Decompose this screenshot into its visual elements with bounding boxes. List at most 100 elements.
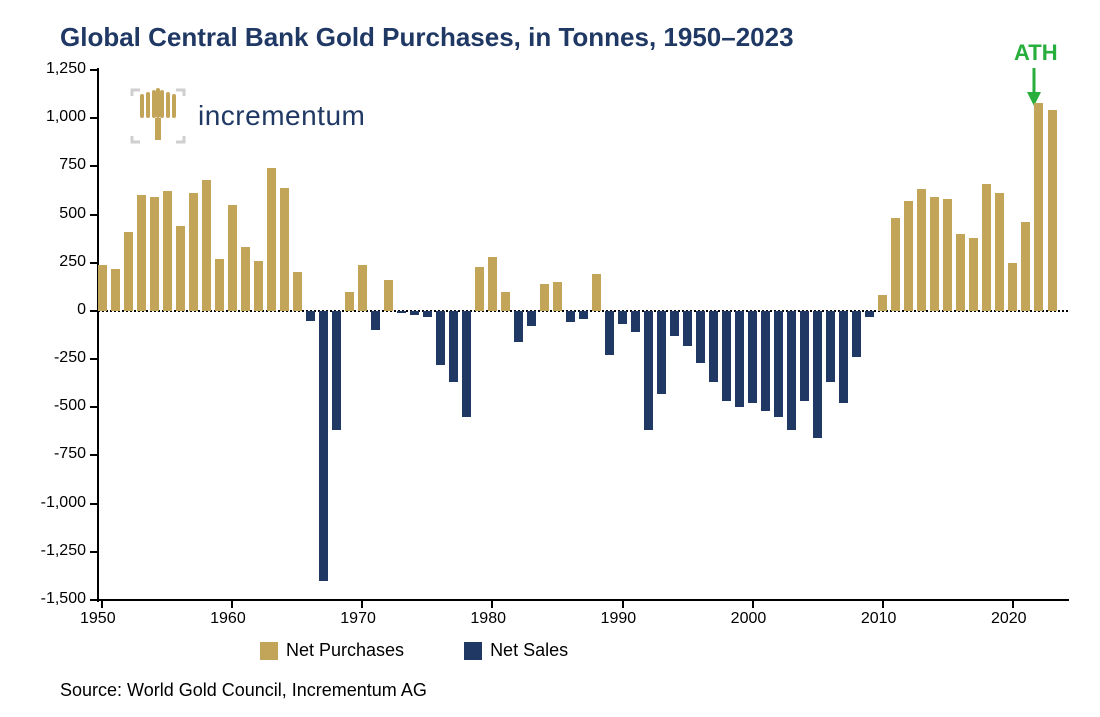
- x-tick-label: 1980: [470, 610, 506, 628]
- bar: [969, 238, 978, 311]
- bar: [410, 311, 419, 315]
- bar: [930, 197, 939, 311]
- bar: [566, 311, 575, 323]
- y-tick-label: 750: [16, 156, 86, 174]
- chart-title: Global Central Bank Gold Purchases, in T…: [60, 22, 794, 53]
- bar: [735, 311, 744, 407]
- x-tick-label: 1990: [601, 610, 637, 628]
- bar: [163, 191, 172, 310]
- legend-swatch: [260, 642, 278, 660]
- ath-annotation: ATH: [1014, 40, 1058, 66]
- bar: [553, 282, 562, 311]
- bar: [202, 180, 211, 311]
- bar: [995, 193, 1004, 311]
- bar: [1021, 222, 1030, 311]
- bar: [150, 197, 159, 311]
- source-text: Source: World Gold Council, Incrementum …: [60, 680, 427, 701]
- y-tick: [90, 214, 98, 216]
- bar: [800, 311, 809, 402]
- x-tick-label: 2000: [731, 610, 767, 628]
- bar: [293, 272, 302, 311]
- y-tick-label: -500: [16, 397, 86, 415]
- bar: [761, 311, 770, 411]
- y-tick: [90, 503, 98, 505]
- bar: [371, 311, 380, 330]
- y-tick-label: 500: [16, 205, 86, 223]
- bar: [1048, 110, 1057, 310]
- x-tick: [361, 600, 363, 608]
- bar: [319, 311, 328, 581]
- bar: [215, 259, 224, 311]
- y-tick-label: 1,000: [16, 108, 86, 126]
- bar: [865, 311, 874, 317]
- bar: [189, 193, 198, 311]
- y-tick: [90, 551, 98, 553]
- y-tick: [90, 117, 98, 119]
- bar: [514, 311, 523, 342]
- bar: [137, 195, 146, 311]
- legend: Net Purchases Net Sales: [260, 640, 568, 661]
- bar: [332, 311, 341, 430]
- bar: [982, 184, 991, 311]
- bar: [748, 311, 757, 404]
- bar: [423, 311, 432, 317]
- bar: [943, 199, 952, 311]
- y-tick: [90, 262, 98, 264]
- bar: [124, 232, 133, 311]
- y-tick-label: -750: [16, 445, 86, 463]
- bar: [683, 311, 692, 346]
- legend-label: Net Purchases: [286, 640, 404, 661]
- y-tick-label: -1,500: [16, 590, 86, 608]
- y-tick: [90, 406, 98, 408]
- y-tick-label: 0: [16, 301, 86, 319]
- bar: [384, 280, 393, 311]
- legend-label: Net Sales: [490, 640, 568, 661]
- bar: [852, 311, 861, 357]
- x-tick: [752, 600, 754, 608]
- bar: [644, 311, 653, 430]
- y-tick-label: 250: [16, 253, 86, 271]
- bar: [1034, 103, 1043, 311]
- x-tick-label: 1960: [210, 610, 246, 628]
- x-axis: [97, 599, 1069, 601]
- y-tick: [90, 69, 98, 71]
- bar: [462, 311, 471, 417]
- bar: [436, 311, 445, 365]
- bar: [254, 261, 263, 311]
- x-tick: [491, 600, 493, 608]
- x-tick-label: 2020: [991, 610, 1027, 628]
- bar: [501, 292, 510, 311]
- bar: [956, 234, 965, 311]
- bar: [696, 311, 705, 363]
- bar: [449, 311, 458, 382]
- bar: [358, 265, 367, 311]
- bar: [774, 311, 783, 417]
- bar: [891, 218, 900, 311]
- bar: [306, 311, 315, 321]
- bar: [787, 311, 796, 430]
- x-tick-label: 1970: [340, 610, 376, 628]
- bar: [98, 265, 107, 311]
- bar: [826, 311, 835, 382]
- bar: [1008, 263, 1017, 311]
- x-tick: [1012, 600, 1014, 608]
- bar: [878, 295, 887, 311]
- y-tick: [90, 165, 98, 167]
- bar: [722, 311, 731, 402]
- x-tick: [231, 600, 233, 608]
- bar: [631, 311, 640, 332]
- y-tick-label: -1,000: [16, 494, 86, 512]
- y-tick-label: 1,250: [16, 60, 86, 78]
- x-tick: [622, 600, 624, 608]
- bar: [397, 311, 406, 313]
- legend-item-sales: Net Sales: [464, 640, 568, 661]
- bar: [527, 311, 536, 326]
- bar: [280, 188, 289, 311]
- x-tick: [101, 600, 103, 608]
- bar: [917, 189, 926, 310]
- bar: [709, 311, 718, 382]
- bar: [657, 311, 666, 394]
- bar: [176, 226, 185, 311]
- y-axis: [97, 68, 99, 602]
- bar: [670, 311, 679, 336]
